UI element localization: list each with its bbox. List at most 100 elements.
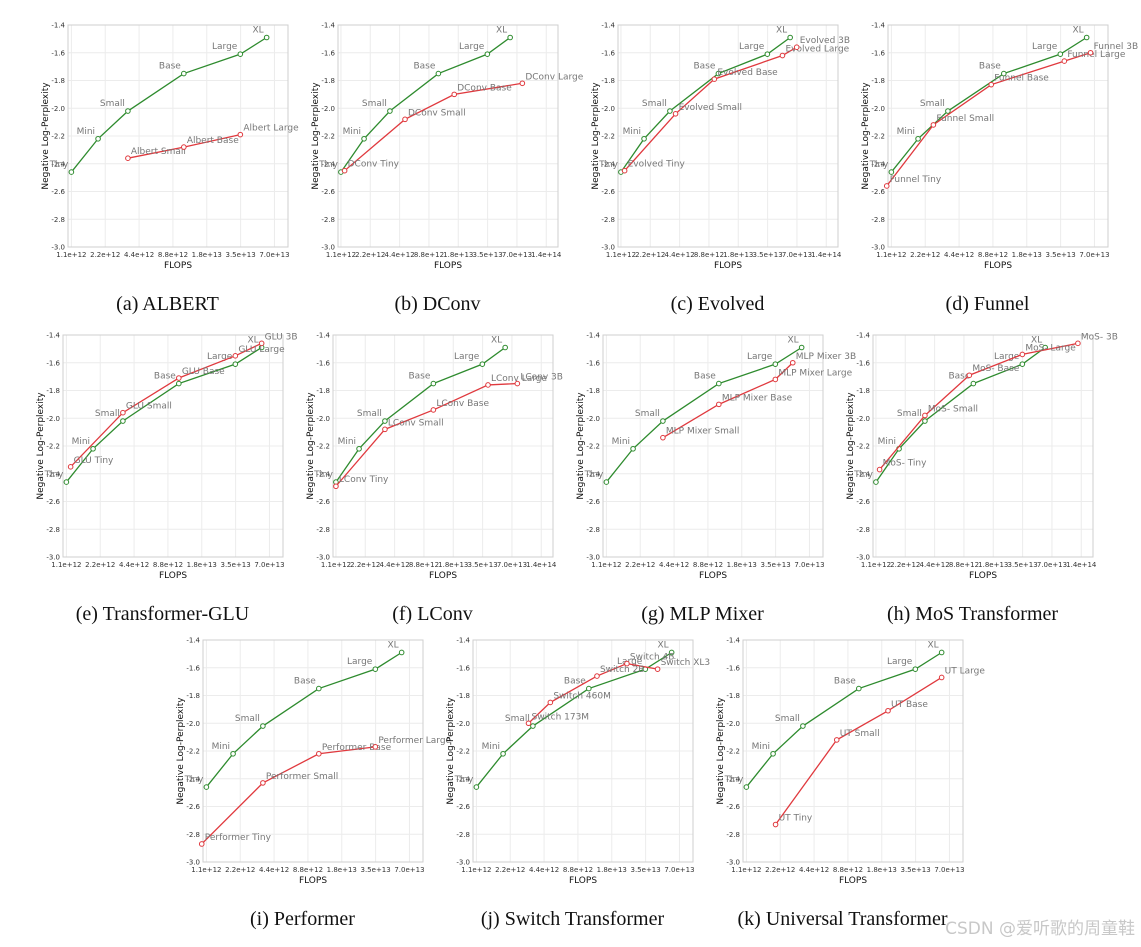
y-tick-label: -2.4 [871,160,885,168]
chart-panel: -1.4 -1.6 -1.8 -2.0 -2.2 -2.4 -2.6 -2.8 -3.0 1.1e… [445,635,710,942]
x-tick-label: 2.2e+12 [495,866,525,874]
data-point [603,479,610,485]
y-axis-label: Negative Log-Perplexity [846,392,856,500]
y-tick-label: -2.0 [871,105,885,113]
data-point [125,155,131,161]
x-tick-label: 3.5e+13 [761,561,791,569]
point-label: XL [496,25,507,35]
point-label: XL [657,640,668,650]
plot-frame [202,639,424,863]
point-label: GLU Base [182,367,225,377]
data-point [341,167,348,174]
y-tick-label: -2.2 [316,443,330,451]
x-tick-label: 4.4e+12 [529,866,559,874]
x-tick-label: 2.2e+12 [355,251,385,259]
data-point [873,479,879,485]
chart-svg: -1.4 -1.6 -1.8 -2.0 -2.2 -2.4 -2.6 -2.8 -3.01.1e… [41,22,299,272]
series-line-transformer [620,36,791,173]
point-label: Performer Small [266,772,338,782]
data-point [800,723,806,729]
x-tick-label: 2.2e+12 [90,251,120,259]
series-line-transformer [70,36,268,173]
point-label: Evolved Base [717,68,778,78]
y-tick-label: -2.4 [856,470,870,478]
data-point [630,445,636,452]
plot-frame [602,334,824,558]
point-label: Mini [623,127,641,137]
x-tick-label: 3.5e+13 [221,561,251,569]
point-label: Tiny [724,775,744,785]
point-label: Evolved Small [679,103,742,113]
x-tick-label: 2.2e+12 [625,561,655,569]
x-tick-label: 2.2e+12 [225,866,255,874]
data-point [333,483,339,490]
data-point [90,445,96,452]
point-label: GLU Large [238,345,285,355]
data-point [856,685,862,692]
data-point [485,382,491,388]
point-label: Mini [77,127,95,137]
point-label: Funnel Small [936,114,994,124]
x-tick-label: 3.5e+13 [1007,561,1037,569]
y-tick-label: -2.8 [726,831,740,839]
y-axis-label: Negative Log-Perplexity [446,697,456,805]
chart-caption: (j) Switch Transformer [480,908,665,930]
point-label: Small [362,99,387,109]
y-tick-label: -2.0 [456,720,470,728]
data-point [938,674,945,681]
point-label: Base [413,62,435,72]
x-tick-label: 3.5e+13 [226,251,256,259]
x-tick-label: 3.5e+13 [467,561,497,569]
x-tick-label: 7.0e+13 [934,866,964,874]
y-tick-label: -2.4 [46,470,60,478]
point-label: Large [459,42,485,52]
chart-panel: -1.4 -1.6 -1.8 -2.0 -2.2 -2.4 -2.6 -2.8 -3.0 1.1e… [845,330,1118,637]
point-label: Mini [482,742,500,752]
point-label: MLP Mixer Base [722,393,793,403]
data-point [387,108,393,114]
x-tick-label: 1.1e+12 [861,561,891,569]
x-tick-label: 4.4e+12 [259,866,289,874]
y-tick-label: -3.0 [51,244,65,252]
data-point [764,51,771,57]
point-label: Switch 460M [553,691,611,701]
data-point [361,135,367,142]
chart-panel: -1.4 -1.6 -1.8 -2.0 -2.2 -2.4 -2.6 -2.8 -3.0 1.1e… [860,20,1138,327]
data-point [672,111,679,117]
series-line-mlp-mixer [662,362,794,439]
x-tick-label: 1.1e+12 [591,561,621,569]
point-label: Large [887,657,913,667]
x-tick-label: 4.4e+12 [124,251,154,259]
x-tick-label: 8.8e+12 [409,561,439,569]
data-point [1075,340,1081,347]
y-axis-label: Negative Log-Perplexity [36,392,46,500]
x-axis-label: FLOPS [434,261,462,271]
x-tick-label: 4.4e+12 [379,561,409,569]
y-tick-label: -1.8 [46,387,60,395]
y-tick-label: -1.8 [51,77,65,85]
data-point [922,412,928,419]
y-tick-label: -2.4 [601,160,615,168]
x-tick-label: 4.4e+12 [664,251,694,259]
point-label: MLP Mixer 3B [796,352,856,362]
y-tick-label: -1.4 [46,332,60,340]
y-tick-label: -3.0 [456,859,470,867]
y-tick-label: -1.6 [46,359,60,367]
data-point [772,376,779,383]
point-label: XL [387,640,398,650]
data-point [938,649,945,656]
y-tick-label: -3.0 [186,859,200,867]
x-axis-label: FLOPS [429,571,457,581]
data-point [500,750,506,757]
x-tick-label: 1.8e+13 [723,251,753,259]
point-label: Small [920,99,945,109]
point-label: Funnel Large [1067,50,1125,60]
y-tick-label: -1.4 [871,22,885,30]
y-axis-label: Negative Log-Perplexity [41,82,51,190]
data-point [945,108,951,114]
data-point [885,707,891,714]
point-label: Tiny [598,160,618,170]
y-tick-label: -2.0 [316,415,330,423]
point-label: Small [897,409,922,419]
series-line-dconv [344,82,523,172]
